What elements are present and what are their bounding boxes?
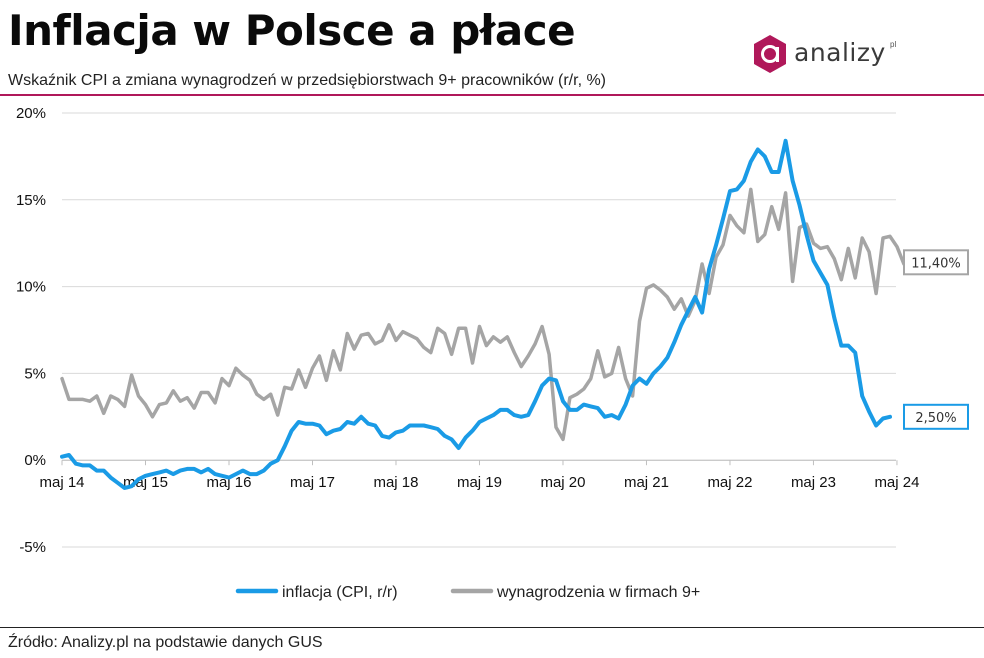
x-tick-label: maj 18 <box>373 474 418 491</box>
page-title: Inflacja w Polsce a płace <box>8 6 576 55</box>
x-tick-label: maj 16 <box>206 474 251 491</box>
x-tick-label: maj 21 <box>624 474 669 491</box>
logo-suffix: pl <box>890 40 897 49</box>
header-divider <box>0 94 984 96</box>
series-line-inflation <box>60 138 892 490</box>
y-tick-label: -5% <box>19 539 46 556</box>
line-chart: -5% 0% 5% 10% 15% 20% maj 14 maj 15 maj 16 maj 17… <box>16 105 969 601</box>
legend-label: inflacja (CPI, r/r) <box>282 584 398 601</box>
x-tick-label: maj 24 <box>874 474 919 491</box>
x-tick-label: maj 14 <box>39 474 84 491</box>
y-tick-label: 20% <box>16 105 46 122</box>
x-tick-label: maj 17 <box>290 474 335 491</box>
chart-series <box>60 138 913 490</box>
chart-end-labels: 2,50% 11,40% <box>903 249 969 430</box>
x-tick-label: maj 20 <box>540 474 585 491</box>
chart-legend: inflacja (CPI, r/r) wynagrodzenia w firma… <box>235 584 700 601</box>
x-tick-label: maj 19 <box>457 474 502 491</box>
end-label-box <box>903 249 969 276</box>
brand-logo[interactable]: analizy pl <box>752 34 902 76</box>
legend-label: wynagrodzenia w firmach 9+ <box>496 584 700 601</box>
x-tick-label: maj 23 <box>791 474 836 491</box>
end-label-box <box>903 403 969 430</box>
end-label: 11,40% <box>911 256 961 271</box>
chart-subtitle: Wskaźnik CPI a zmiana wynagrodzeń w prze… <box>8 72 607 89</box>
end-label: 2,50% <box>915 411 956 426</box>
y-tick-label: 0% <box>24 452 46 469</box>
logo-text: analizy <box>794 38 886 67</box>
series-line-wages <box>60 187 913 442</box>
chart-axes: -5% 0% 5% 10% 15% 20% maj 14 maj 15 maj 16 maj 17… <box>16 105 920 556</box>
y-tick-label: 5% <box>24 365 46 382</box>
source-note: Źródło: Analizy.pl na podstawie danych G… <box>8 634 323 651</box>
logo-icon <box>754 35 786 73</box>
x-tick-label: maj 22 <box>707 474 752 491</box>
y-tick-label: 10% <box>16 279 46 296</box>
x-tick-label: maj 15 <box>123 474 168 491</box>
y-tick-label: 15% <box>16 192 46 209</box>
footer-divider <box>0 627 984 628</box>
